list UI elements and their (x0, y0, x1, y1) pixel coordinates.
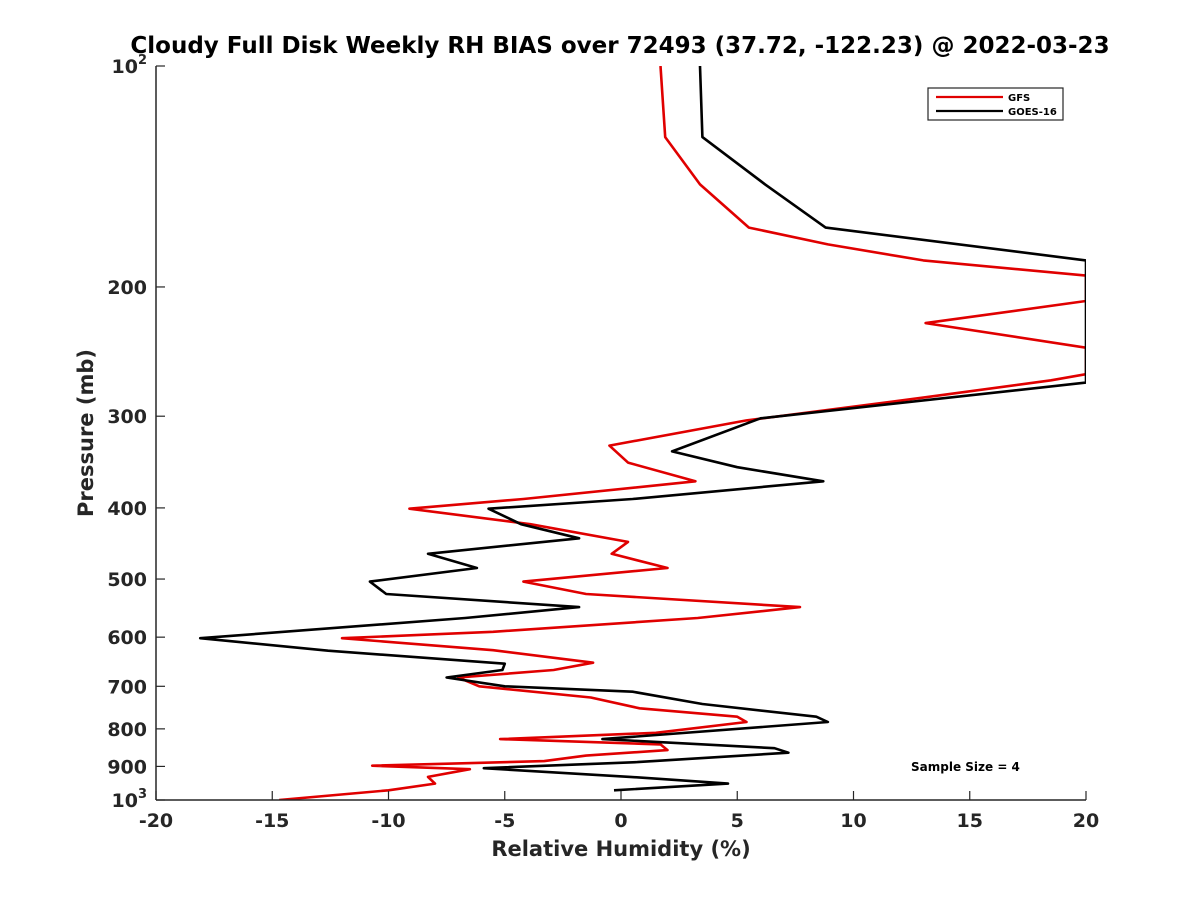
y-tick-label: 500 (107, 569, 147, 591)
x-ticks: -20 -15 -10 -5 0 5 10 15 20 (139, 791, 1099, 832)
y-ticks: 102 200 300 400 500 600 700 800 900 103 (107, 53, 165, 812)
y-tick-label: 800 (107, 719, 147, 741)
x-tick-label: 15 (957, 810, 983, 832)
legend-box (927, 87, 1064, 121)
y-tick-label: 700 (107, 676, 147, 698)
x-axis-label: Relative Humidity (%) (491, 837, 750, 861)
x-tick-label: -15 (255, 810, 289, 832)
y-tick-label: 200 (107, 277, 147, 299)
x-tick-label: -10 (371, 810, 405, 832)
chart-title: Cloudy Full Disk Weekly RH BIAS over 724… (130, 33, 1109, 59)
x-tick-label: -5 (494, 810, 515, 832)
x-tick-label: -20 (139, 810, 173, 832)
x-tick-label: 5 (731, 810, 744, 832)
series-layer (198, 66, 1086, 800)
x-tick-label: 10 (840, 810, 866, 832)
x-tick-label: 20 (1073, 810, 1099, 832)
legend-label-gfs: GFS (1008, 93, 1030, 104)
y-tick-label: 103 (112, 787, 148, 812)
x-tick-label: 0 (614, 810, 627, 832)
plot-area: -20 -15 -10 -5 0 5 10 15 20 102 200 300 400 500 600 70… (107, 53, 1099, 832)
y-axis-label: Pressure (mb) (74, 349, 98, 517)
y-tick-label: 600 (107, 627, 147, 649)
y-tick-label: 300 (107, 406, 147, 428)
legend: GFS GOES-16 (927, 87, 1064, 121)
y-tick-label: 900 (107, 756, 147, 778)
legend-label-goes16: GOES-16 (1008, 107, 1057, 118)
series-line-gfs (279, 66, 1086, 800)
y-tick-label: 102 (112, 53, 148, 78)
sample-size-annotation: Sample Size = 4 (911, 760, 1020, 774)
series-line-goes16 (198, 66, 1086, 792)
y-tick-label: 400 (107, 498, 147, 520)
